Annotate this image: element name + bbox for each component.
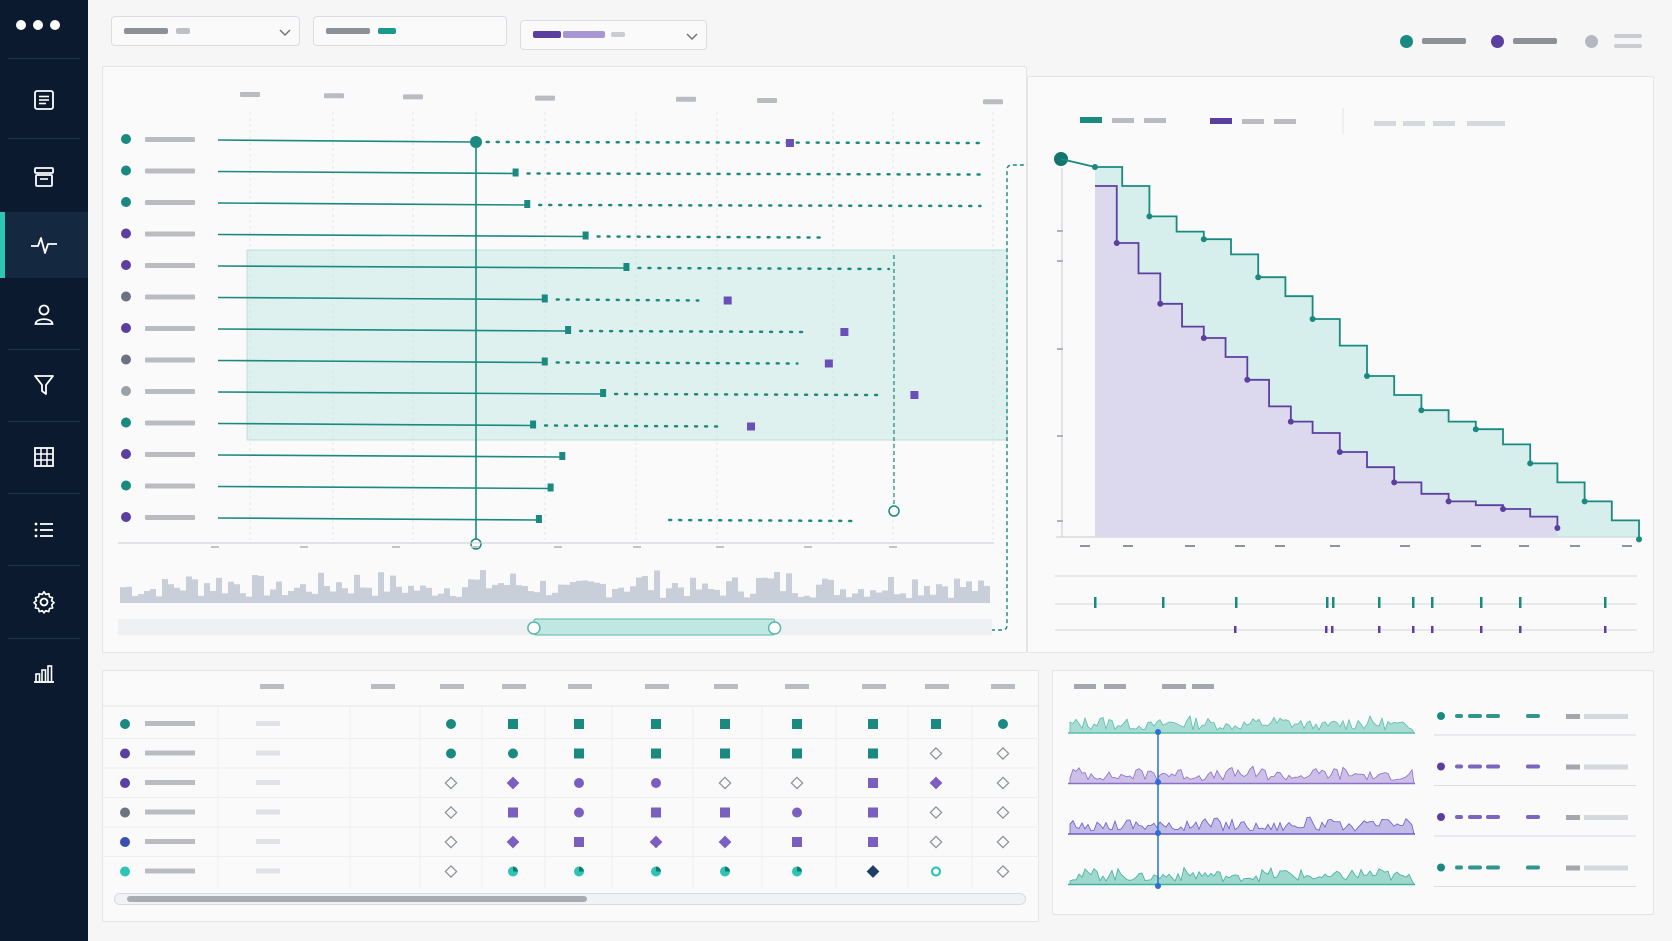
- list-icon: [34, 522, 53, 538]
- sidebar-item-activity[interactable]: [0, 212, 88, 278]
- legend-label-placeholder: [1614, 34, 1642, 38]
- legend-swatch-purple: [1491, 35, 1504, 48]
- legend-swatch-gray: [1585, 35, 1598, 48]
- table-grid-icon: [34, 447, 54, 467]
- cumulative-chart-panel: [1027, 76, 1654, 653]
- chevron-down-icon: [279, 29, 291, 37]
- filter-value-teal: [378, 28, 396, 34]
- sidebar-item-analytics[interactable]: [0, 640, 88, 706]
- sidebar-item-settings[interactable]: [0, 569, 88, 635]
- scrollbar-thumb[interactable]: [127, 896, 587, 902]
- sidebar-item-inbox[interactable]: [0, 144, 88, 210]
- filter-dropdown-1[interactable]: [111, 16, 300, 46]
- legend-label-placeholder: [1513, 38, 1557, 44]
- sidebar-divider: [8, 58, 80, 59]
- window-menu-dots[interactable]: [16, 20, 60, 30]
- timeline-panel: [102, 66, 1027, 653]
- bar-chart-icon: [34, 665, 54, 683]
- sidebar-divider: [8, 565, 80, 566]
- filter-value-placeholder: [176, 28, 190, 34]
- activity-pulse-icon: [31, 237, 57, 254]
- sidebar-divider: [8, 421, 80, 422]
- filter-dropdown-3[interactable]: [520, 20, 707, 50]
- sidebar-divider: [8, 638, 80, 639]
- user-icon: [34, 304, 54, 325]
- legend-swatch-teal: [1400, 35, 1413, 48]
- sidebar-item-filter[interactable]: [0, 352, 88, 418]
- document-icon: [34, 90, 54, 110]
- sidebar-item-table[interactable]: [0, 424, 88, 490]
- sidebar: [0, 0, 88, 941]
- matrix-horizontal-scrollbar[interactable]: [114, 893, 1026, 905]
- filter-value-placeholder: [611, 32, 625, 37]
- filter-label-placeholder: [326, 28, 370, 34]
- filter-chip-2[interactable]: [313, 16, 507, 46]
- sparkline-panel: [1052, 670, 1654, 915]
- sidebar-item-list[interactable]: [0, 497, 88, 563]
- sidebar-divider: [8, 138, 80, 139]
- filter-value-light-purple: [563, 31, 605, 38]
- filter-label-placeholder: [124, 28, 168, 34]
- sidebar-item-user[interactable]: [0, 281, 88, 347]
- legend-label-placeholder: [1422, 38, 1466, 44]
- gear-icon: [33, 590, 55, 614]
- filter-value-purple: [533, 31, 561, 38]
- funnel-icon: [34, 375, 54, 395]
- legend-label-placeholder: [1614, 44, 1642, 48]
- sidebar-divider: [8, 349, 80, 350]
- chevron-down-icon: [686, 33, 698, 41]
- sidebar-divider: [8, 493, 80, 494]
- sidebar-item-document[interactable]: [0, 67, 88, 133]
- matrix-panel: [102, 670, 1039, 922]
- inbox-icon: [34, 167, 54, 187]
